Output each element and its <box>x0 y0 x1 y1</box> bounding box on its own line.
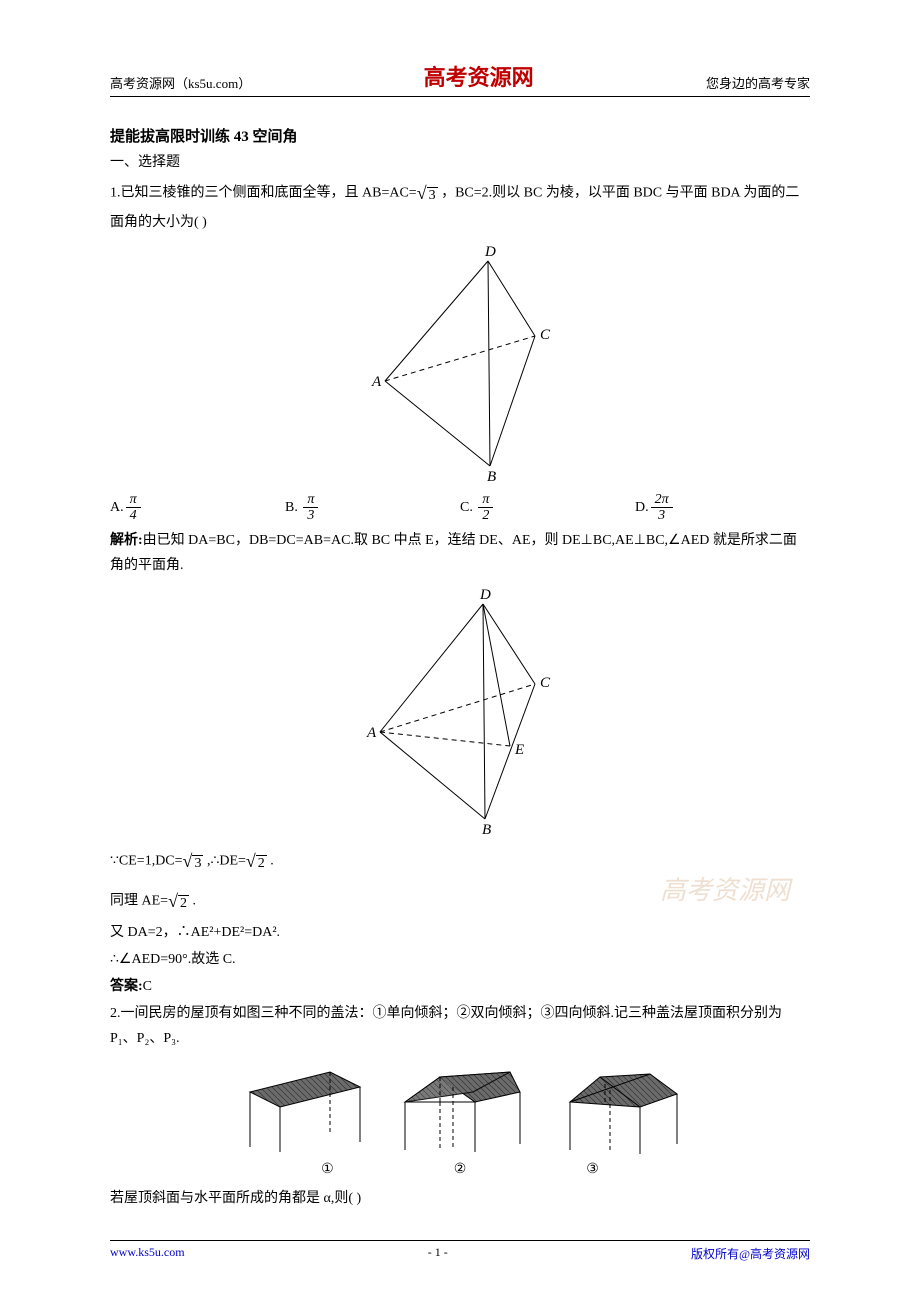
q1-option-c: C. π2 <box>460 492 635 524</box>
q1-option-a: A. π4 <box>110 492 285 524</box>
sqrt-3-icon: √3 <box>417 177 438 209</box>
tetrahedron-diagram-1: A B C D <box>360 241 560 481</box>
roof-label-1: ① <box>321 1161 334 1178</box>
q2-roof-labels: ① ② ③ <box>110 1161 810 1178</box>
vertex-a-label: A <box>371 374 382 390</box>
answer-label: 答案: <box>110 979 143 994</box>
page: 高考资源网（ks5u.com） 高考资源网 您身边的高考专家 提能拔高限时训练 … <box>0 0 920 1302</box>
q1-figure-2: A B C D E <box>110 584 810 839</box>
frac-pi-4: π4 <box>126 492 141 524</box>
roof-double-slope <box>395 1062 525 1157</box>
q1-option-b: B. π3 <box>285 492 460 524</box>
sqrt-2a-icon: √2 <box>246 845 267 877</box>
frac-2pi-3: 2π3 <box>651 492 673 524</box>
vertex-a2-label: A <box>366 725 377 741</box>
vertex-e-label: E <box>514 742 524 758</box>
q1-calc-line1: ∵CE=1,DC=√3 ,∴DE=√2 . <box>110 845 810 877</box>
q1-calc-line4: ∴∠AED=90°.故选 C. <box>110 947 810 972</box>
header-right: 您身边的高考专家 <box>706 73 810 92</box>
q1-options: A. π4 B. π3 C. π2 D. 2π3 <box>110 492 810 524</box>
roof-label-3: ③ <box>586 1161 599 1178</box>
page-footer: www.ks5u.com - 1 - 版权所有@高考资源网 <box>110 1240 810 1262</box>
q1-answer: 答案:C <box>110 974 810 999</box>
footer-page-num: - 1 - <box>428 1245 448 1262</box>
q1-solution: 解析:由已知 DA=BC，DB=DC=AB=AC.取 BC 中点 E，连结 DE… <box>110 528 810 578</box>
q2-stem: 2.一间民房的屋顶有如图三种不同的盖法：①单向倾斜；②双向倾斜；③四向倾斜.记三… <box>110 1001 810 1051</box>
q1-calc-line2: 同理 AE=√2 . <box>110 885 810 917</box>
header-left: 高考资源网（ks5u.com） <box>110 73 251 92</box>
footer-copyright: 版权所有@高考资源网 <box>691 1245 810 1262</box>
vertex-b-label: B <box>487 469 496 481</box>
footer-url: www.ks5u.com <box>110 1245 185 1262</box>
vertex-d2-label: D <box>479 587 491 603</box>
worksheet-title: 提能拔高限时训练 43 空间角 <box>110 125 810 146</box>
vertex-c-label: C <box>540 327 551 343</box>
opt-a-label: A. <box>110 500 124 516</box>
header-center-logo: 高考资源网 <box>251 60 706 92</box>
tetrahedron-diagram-2: A B C D E <box>355 584 565 834</box>
page-header: 高考资源网（ks5u.com） 高考资源网 您身边的高考专家 <box>110 60 810 97</box>
calc1-b: ,∴DE= <box>203 853 245 868</box>
calc2-b: . <box>189 894 196 909</box>
calc1-c: . <box>267 853 274 868</box>
q2-roof-figures <box>110 1062 810 1157</box>
frac-pi-3: π3 <box>303 492 318 524</box>
section-mcq: 一、选择题 <box>110 150 810 175</box>
opt-b-label: B. <box>285 500 298 516</box>
calc1-a: ∵CE=1,DC= <box>110 853 183 868</box>
sqrt-3b-icon: √3 <box>183 845 204 877</box>
q1-figure-1: A B C D <box>110 241 810 486</box>
sqrt-2b-icon: √2 <box>168 885 189 917</box>
opt-c-label: C. <box>460 500 473 516</box>
frac-pi-2: π2 <box>478 492 493 524</box>
q1-stem: 1.已知三棱锥的三个侧面和底面全等，且 AB=AC=√3 ，BC=2.则以 BC… <box>110 177 810 235</box>
roof-single-slope <box>235 1062 365 1157</box>
opt-d-label: D. <box>635 500 649 516</box>
q2-tail: 若屋顶斜面与水平面所成的角都是 α,则( ) <box>110 1186 810 1211</box>
answer-value: C <box>143 979 152 994</box>
q1-option-d: D. 2π3 <box>635 492 810 524</box>
roof-four-slope <box>555 1062 685 1157</box>
q1-calc-line3: 又 DA=2，∴AE²+DE²=DA². <box>110 920 810 945</box>
vertex-c2-label: C <box>540 675 551 691</box>
roof-label-2: ② <box>454 1161 467 1178</box>
calc2-a: 同理 AE= <box>110 894 168 909</box>
solution-label: 解析: <box>110 533 143 548</box>
solution-text: 由已知 DA=BC，DB=DC=AB=AC.取 BC 中点 E，连结 DE、AE… <box>110 533 797 573</box>
vertex-b2-label: B <box>482 822 491 834</box>
q1-text-a: 1.已知三棱锥的三个侧面和底面全等，且 AB=AC= <box>110 186 417 201</box>
vertex-d-label: D <box>484 244 496 260</box>
